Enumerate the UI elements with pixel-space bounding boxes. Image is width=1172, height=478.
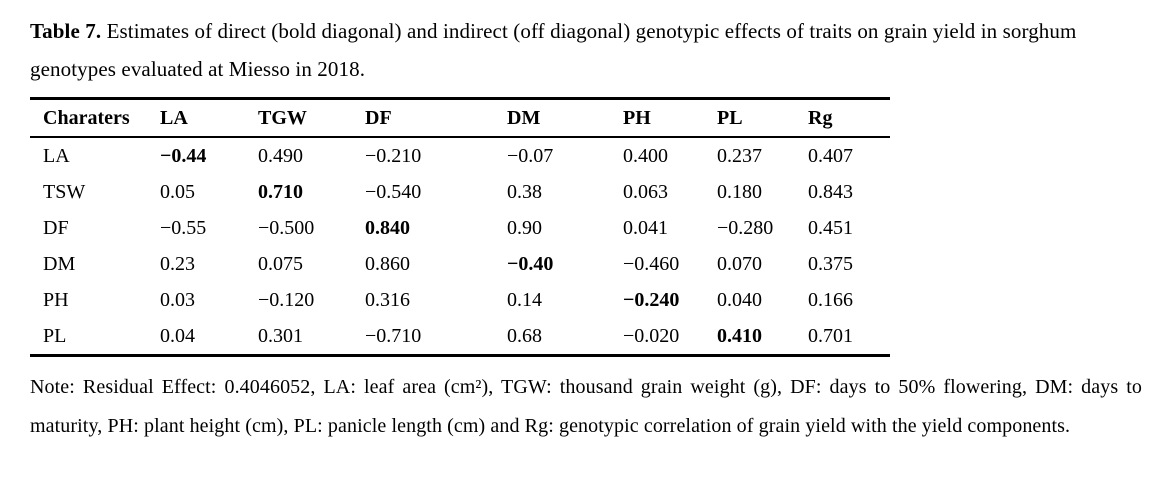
table-cell: 0.180 xyxy=(717,181,762,203)
table-row-dm: DM 0.23 0.075 0.860 −0.40 −0.460 0.070 0… xyxy=(30,246,890,282)
header-row: Charaters LA TGW DF DM PH PL Rg xyxy=(30,98,890,138)
table-row-tsw: TSW 0.05 0.710 −0.540 0.38 0.063 0.180 0… xyxy=(30,174,890,210)
table-cell: −0.540 xyxy=(365,181,422,203)
table-cell: −0.280 xyxy=(717,217,774,239)
table-cell: −0.44 xyxy=(160,145,207,167)
table-row-pl: PL 0.04 0.301 −0.710 0.68 −0.020 0.410 0… xyxy=(30,318,890,356)
table-cell: 0.316 xyxy=(365,289,410,311)
table-caption: Table 7. Estimates of direct (bold diago… xyxy=(30,12,1142,88)
table-cell: 0.375 xyxy=(808,253,853,275)
table-cell: 0.407 xyxy=(808,145,853,167)
table-cell: 0.166 xyxy=(808,289,853,311)
table-cell: −0.40 xyxy=(507,253,554,275)
row-label: DM xyxy=(43,253,76,275)
row-label: PH xyxy=(43,289,69,311)
table-cell: −0.210 xyxy=(365,145,422,167)
table-caption-text: Estimates of direct (bold diagonal) and … xyxy=(30,19,1077,81)
table-cell: 0.38 xyxy=(507,181,542,203)
col-header-rg: Rg xyxy=(808,98,890,138)
col-header-ph: PH xyxy=(623,98,717,138)
table-row-la: LA −0.44 0.490 −0.210 −0.07 0.400 0.237 … xyxy=(30,137,890,174)
table-cell: 0.301 xyxy=(258,325,303,347)
table-cell: −0.55 xyxy=(160,217,207,239)
row-label: DF xyxy=(43,217,69,239)
row-label: TSW xyxy=(43,181,86,203)
col-header-charaters: Charaters xyxy=(30,98,160,138)
table-cell: 0.04 xyxy=(160,325,195,347)
table-footnote: Note: Residual Effect: 0.4046052, LA: le… xyxy=(30,376,1142,437)
table-cell: −0.460 xyxy=(623,253,680,275)
table-cell: −0.120 xyxy=(258,289,315,311)
table-cell: 0.041 xyxy=(623,217,668,239)
table-cell: −0.710 xyxy=(365,325,422,347)
table-cell: 0.14 xyxy=(507,289,542,311)
table-cell: 0.237 xyxy=(717,145,762,167)
table-cell: 0.701 xyxy=(808,325,853,347)
table-cell: −0.240 xyxy=(623,289,680,311)
table-body: LA −0.44 0.490 −0.210 −0.07 0.400 0.237 … xyxy=(30,137,890,356)
table-cell: −0.500 xyxy=(258,217,315,239)
table-cell: 0.68 xyxy=(507,325,542,347)
table-cell: −0.020 xyxy=(623,325,680,347)
col-header-df: DF xyxy=(365,98,507,138)
table-cell: 0.843 xyxy=(808,181,853,203)
table-cell: 0.710 xyxy=(258,181,303,203)
table-cell: 0.410 xyxy=(717,325,762,347)
table-cell: 0.075 xyxy=(258,253,303,275)
path-coefficients-table: Charaters LA TGW DF DM PH PL Rg LA −0.44… xyxy=(30,97,890,357)
table-cell: 0.05 xyxy=(160,181,195,203)
table-cell: 0.23 xyxy=(160,253,195,275)
table-cell: 0.451 xyxy=(808,217,853,239)
col-header-tgw: TGW xyxy=(258,98,365,138)
row-label: LA xyxy=(43,145,70,167)
table-cell: 0.490 xyxy=(258,145,303,167)
table-cell: 0.840 xyxy=(365,217,410,239)
table-header: Charaters LA TGW DF DM PH PL Rg xyxy=(30,98,890,138)
row-label: PL xyxy=(43,325,67,347)
table-row-df: DF −0.55 −0.500 0.840 0.90 0.041 −0.280 … xyxy=(30,210,890,246)
col-header-pl: PL xyxy=(717,98,808,138)
col-header-dm: DM xyxy=(507,98,623,138)
table-cell: −0.07 xyxy=(507,145,554,167)
page: Table 7. Estimates of direct (bold diago… xyxy=(30,12,1142,437)
table-cell: 0.040 xyxy=(717,289,762,311)
table-cell: 0.063 xyxy=(623,181,668,203)
table-cell: 0.070 xyxy=(717,253,762,275)
table-cell: 0.90 xyxy=(507,217,542,239)
table-caption-label: Table 7. xyxy=(30,19,102,43)
table-cell: 0.400 xyxy=(623,145,668,167)
table-cell: 0.03 xyxy=(160,289,195,311)
table-row-ph: PH 0.03 −0.120 0.316 0.14 −0.240 0.040 0… xyxy=(30,282,890,318)
table-cell: 0.860 xyxy=(365,253,410,275)
col-header-la: LA xyxy=(160,98,258,138)
